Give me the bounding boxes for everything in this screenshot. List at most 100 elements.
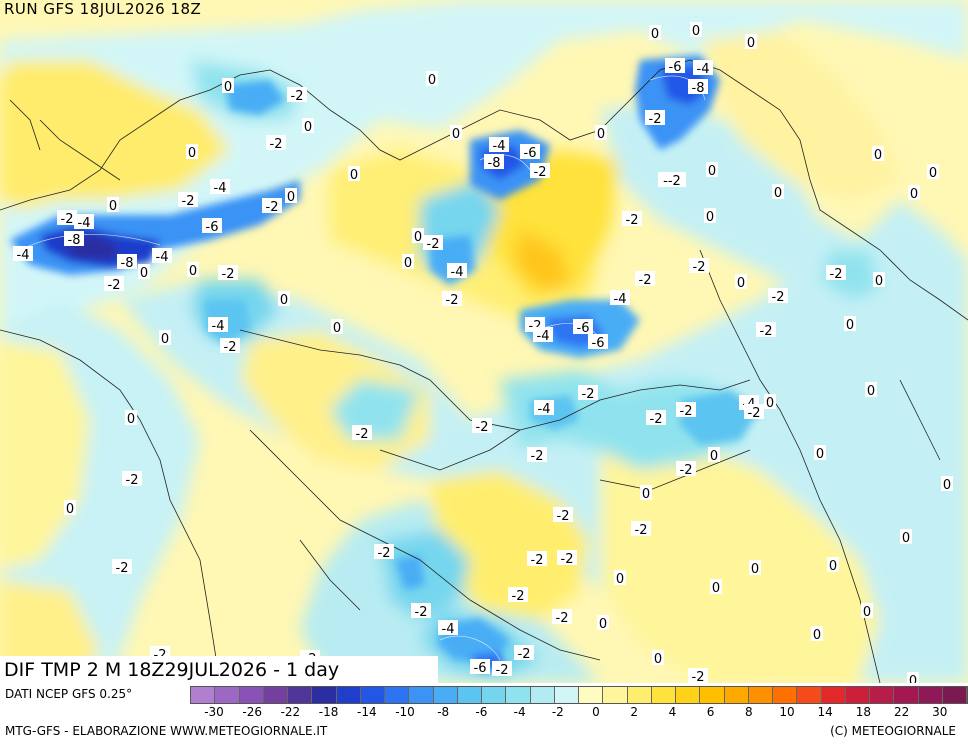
scale-tick-label: 14 — [817, 705, 833, 719]
contour-label: 0 — [186, 144, 198, 161]
contour-label-text: -2 — [626, 213, 639, 228]
scale-tick-label: -30 — [204, 705, 224, 719]
contour-label: 0 — [844, 316, 856, 333]
color-swatch — [748, 687, 773, 703]
contour-label-text: 0 — [902, 531, 910, 546]
color-swatch — [554, 687, 579, 703]
contour-label-text: -2 — [61, 212, 74, 227]
contour-label-text: 0 — [712, 581, 720, 596]
contour-label-text: -8 — [68, 233, 81, 248]
contour-label: -2 — [104, 276, 124, 293]
scale-tick-label: -6 — [475, 705, 488, 719]
color-swatch — [700, 687, 725, 703]
contour-label: -2 — [676, 461, 696, 478]
contour-label-text: -4 — [538, 402, 551, 417]
contour-label: -2 — [57, 210, 77, 227]
color-swatch — [191, 687, 216, 703]
credits-elaborazione: MTG-GFS - ELABORAZIONE WWW.METEOGIORNALE… — [5, 724, 328, 738]
contour-label-text: -2 — [639, 273, 652, 288]
scale-tick-label: 10 — [779, 705, 795, 719]
contour-label: 0 — [302, 118, 314, 135]
contour-label-text: -2 — [650, 412, 663, 427]
contour-label-text: -4 — [214, 181, 227, 196]
contour-label-text: -4 — [78, 216, 91, 231]
contour-label-text: -2 — [291, 89, 304, 104]
contour-label: -2 — [646, 410, 666, 427]
scale-tick-label: 18 — [855, 705, 872, 719]
contour-label: -2 — [553, 507, 573, 524]
contour-label-text: 0 — [929, 166, 937, 181]
contour-label: -6 — [470, 659, 490, 676]
contour-label: -4 — [152, 248, 172, 265]
contour-label-text: 0 — [692, 24, 700, 39]
color-swatch — [918, 687, 943, 703]
scale-tick-label: 8 — [744, 705, 753, 719]
contour-label: 0 — [402, 254, 414, 271]
contour-label-text: 0 — [414, 230, 422, 245]
contour-label-text: -4 — [493, 139, 506, 154]
contour-label-text: -2 — [582, 387, 595, 402]
contour-label-text: 0 — [642, 487, 650, 502]
contour-label-text: -4 — [212, 319, 225, 334]
contour-label-text: -8 — [121, 256, 134, 271]
contour-label: -2 — [178, 192, 198, 209]
contour-label-text: -2 — [635, 523, 648, 538]
contour-label-text: -4 — [451, 265, 464, 280]
contour-label-text: -2 — [680, 404, 693, 419]
contour-label: -8 — [484, 154, 504, 171]
contour-label-text: --2 — [663, 174, 681, 189]
contour-label-text: -2 — [476, 420, 489, 435]
contour-label: 0 — [710, 579, 722, 596]
contour-label-text: -2 — [108, 278, 121, 293]
contour-label: 0 — [107, 197, 119, 214]
contour-label: -2 — [676, 402, 696, 419]
contour-label-text: 0 — [188, 146, 196, 161]
contour-label-text: 0 — [404, 256, 412, 271]
contour-label-text: 0 — [813, 628, 821, 643]
scale-tick-label: 4 — [668, 705, 677, 719]
contour-label-text: -2 — [512, 589, 525, 604]
color-swatch — [530, 687, 555, 703]
scale-tick-label: -10 — [395, 705, 415, 719]
contour-label: 0 — [900, 529, 912, 546]
contour-label: -6 — [573, 319, 593, 336]
color-swatch — [773, 687, 798, 703]
contour-label-text: -2 — [518, 647, 531, 662]
contour-label: -2 — [218, 265, 238, 282]
contour-label: -2 — [826, 265, 846, 282]
contour-label-text: -8 — [488, 156, 501, 171]
contour-label-text: -4 — [614, 292, 627, 307]
contour-label-text: 0 — [910, 187, 918, 202]
contour-label-text: 0 — [140, 266, 148, 281]
contour-label-text: 0 — [452, 127, 460, 142]
color-swatch — [651, 687, 676, 703]
contour-label-text: 0 — [943, 478, 951, 493]
color-swatch — [360, 687, 385, 703]
contour-label: -6 — [588, 334, 608, 351]
contour-label: -2 — [631, 521, 651, 538]
scale-tick-label: -26 — [242, 705, 262, 719]
contour-label: 0 — [941, 476, 953, 493]
contour-label: -2 — [472, 418, 492, 435]
contour-label-text: -2 — [182, 194, 195, 209]
contour-label: -2 — [266, 135, 286, 152]
contour-label-text: 0 — [846, 318, 854, 333]
color-swatch — [263, 687, 288, 703]
credits-copyright: (C) METEOGIORNALE — [830, 724, 956, 738]
contour-label: -4 — [489, 137, 509, 154]
contour-label: 0 — [907, 672, 919, 683]
legend-footer: DATI NCEP GFS 0.25° -30 -26 -22 -18 -14 -10 -8… — [0, 683, 968, 745]
contour-label-text: -2 — [649, 112, 662, 127]
contour-label-text: -4 — [17, 248, 30, 263]
contour-label-text: -4 — [697, 62, 710, 77]
color-swatch — [506, 687, 531, 703]
contour-label: 0 — [908, 185, 920, 202]
contour-label-text: 0 — [428, 73, 436, 88]
contour-label: -4 — [208, 317, 228, 334]
contour-label: -8 — [117, 254, 137, 271]
contour-label: -2 — [744, 404, 764, 421]
contour-label-text: -2 — [116, 561, 129, 576]
contour-label-text: -2 — [561, 552, 574, 567]
scale-tick-label: -8 — [437, 705, 450, 719]
